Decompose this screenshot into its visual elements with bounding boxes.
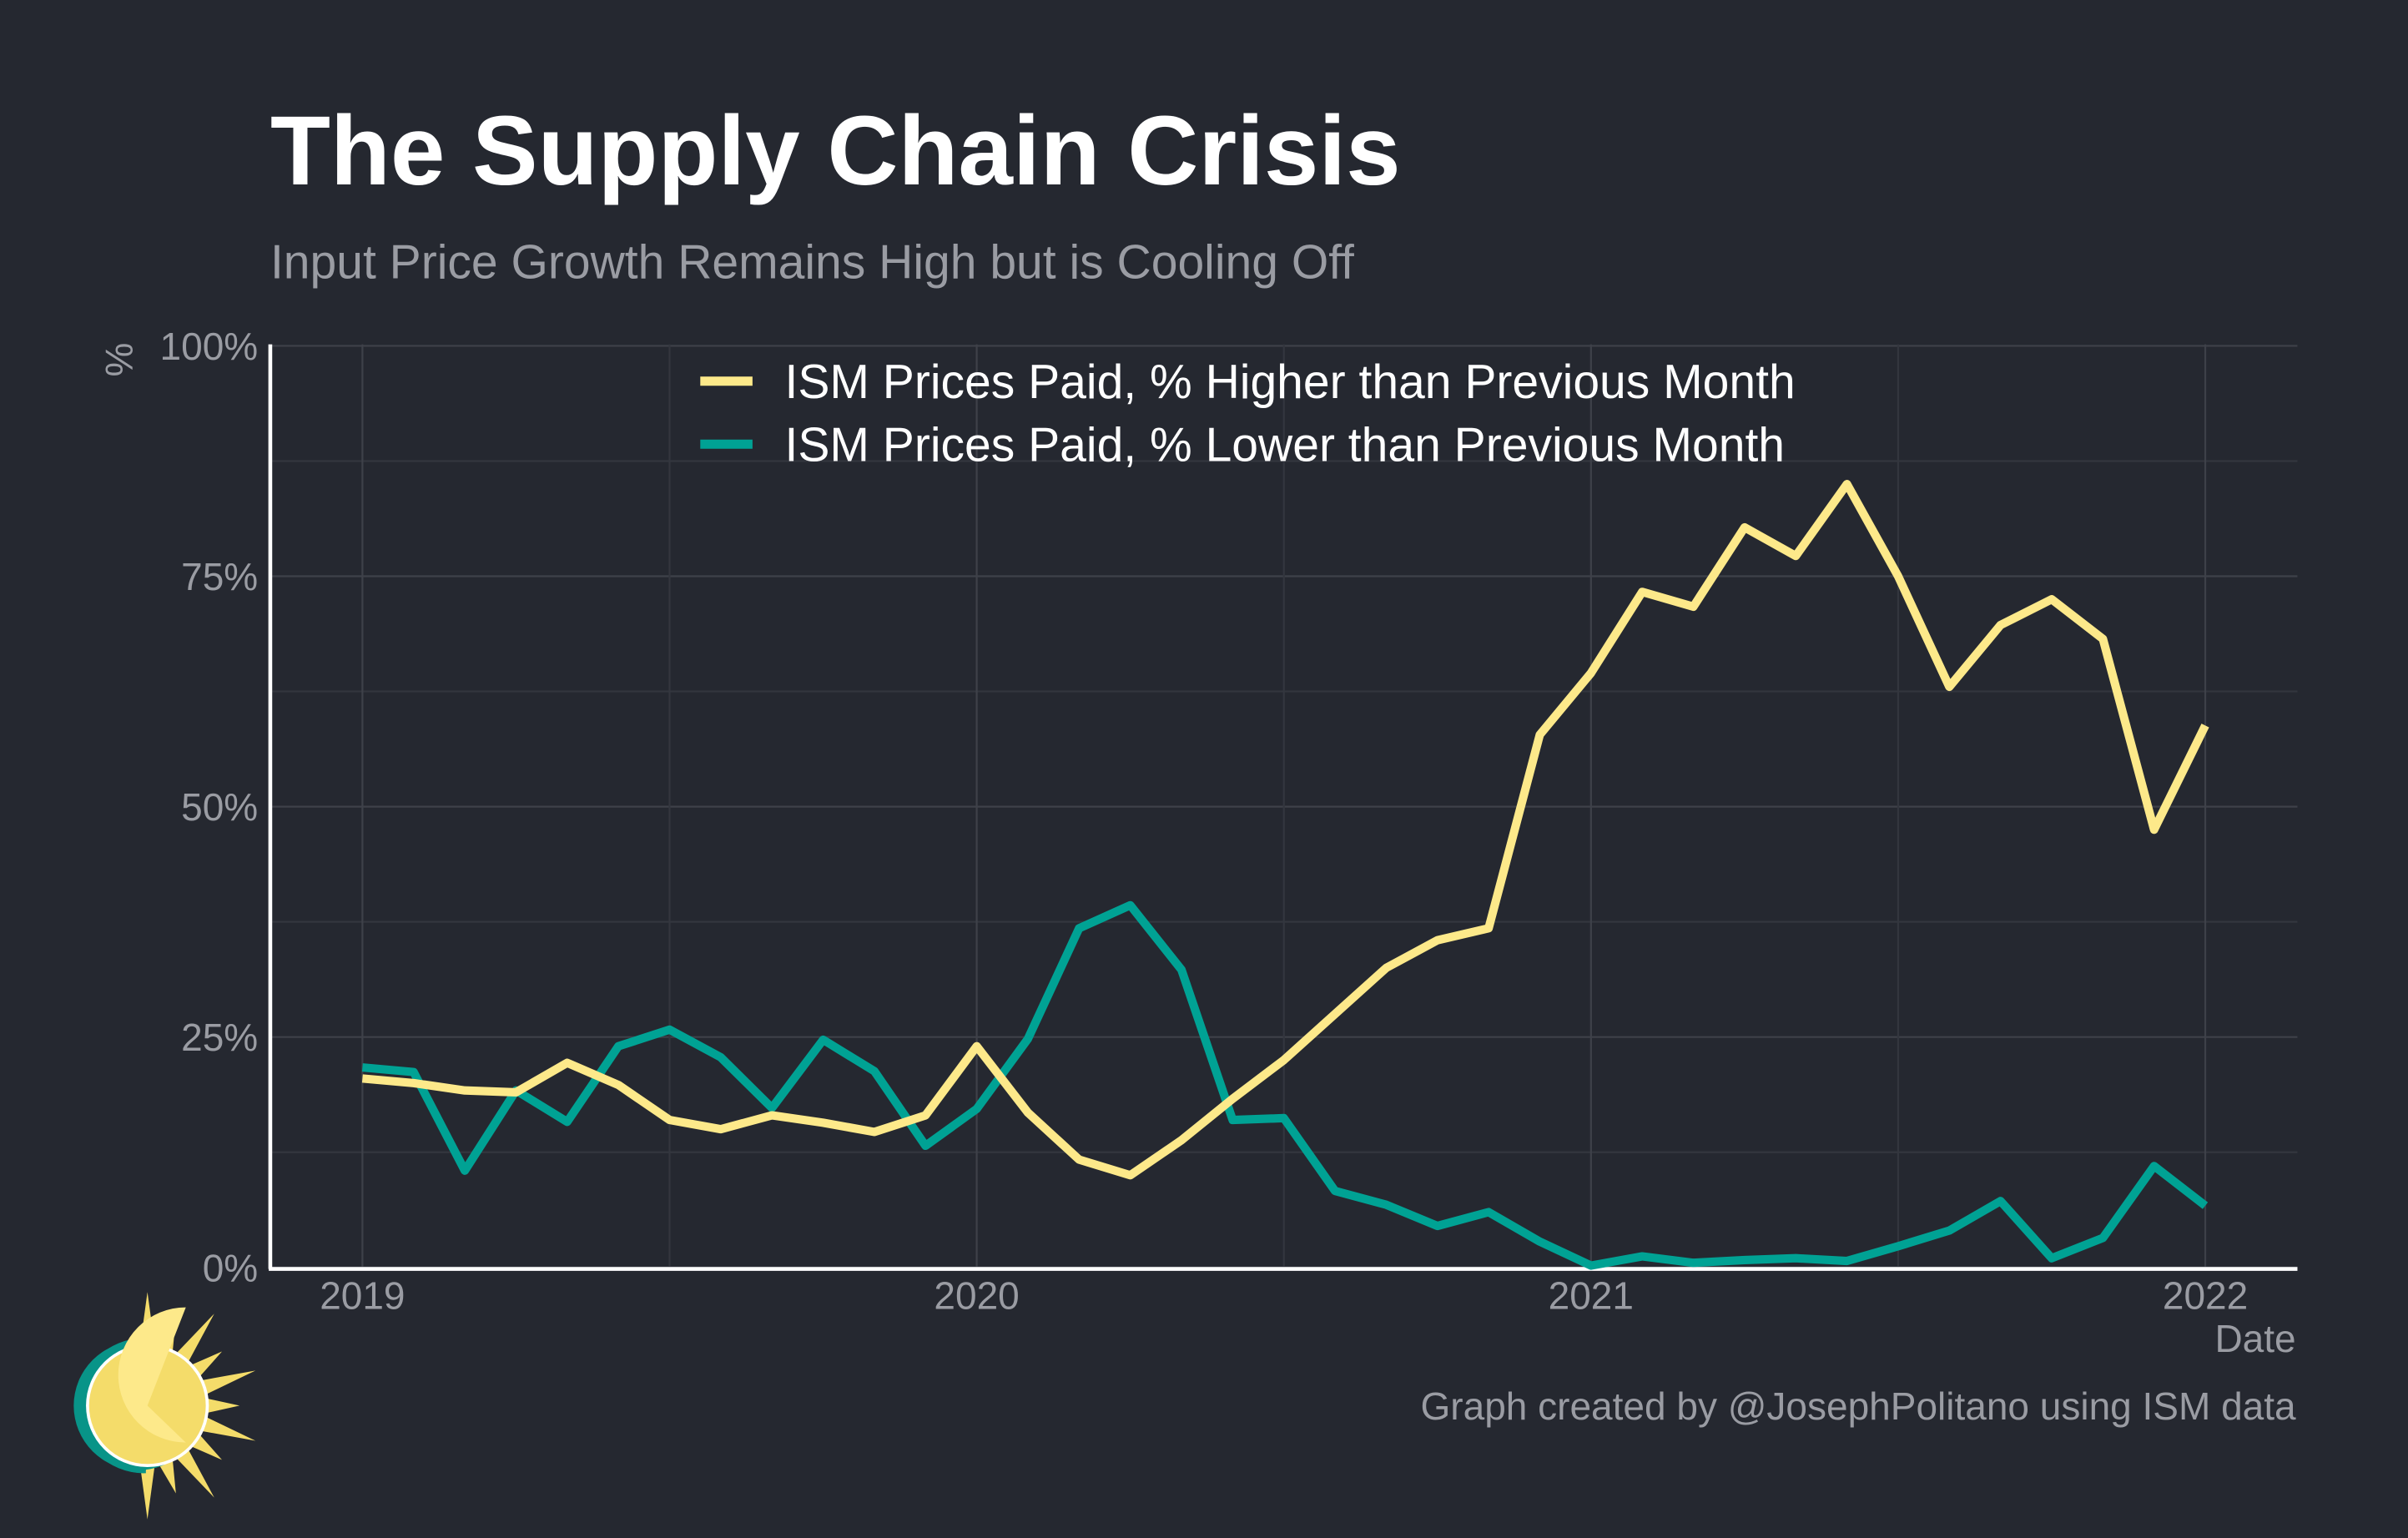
x-tick-label: 2019 (320, 1273, 405, 1317)
y-tick-label: 100% (160, 325, 259, 368)
series-line-higher (361, 480, 2209, 1180)
legend: ISM Prices Paid, % Higher than Previous … (700, 356, 1796, 471)
y-tick-label: 25% (181, 1016, 258, 1059)
sun-ray (175, 1448, 214, 1498)
y-tick-label: 50% (181, 785, 258, 829)
chart-title: The Supply Chain Crisis (270, 95, 1401, 205)
x-axis-label: Date (2214, 1317, 2295, 1360)
y-axis-label: % (97, 343, 140, 377)
y-tick-label: 0% (203, 1246, 258, 1289)
gridlines (270, 344, 2298, 1268)
sun-ray (175, 1314, 214, 1364)
series-lines (361, 480, 2209, 1270)
x-tick-label: 2021 (1549, 1273, 1634, 1317)
legend-label-lower: ISM Prices Paid, % Lower than Previous M… (785, 418, 1786, 471)
caption: Graph created by @JosephPolitano using I… (1421, 1384, 2297, 1428)
sun-ray (199, 1370, 256, 1395)
y-tick-label: 75% (181, 555, 258, 598)
sun-ray (199, 1416, 256, 1441)
sun-ray (158, 1458, 176, 1494)
series-line-lower (361, 900, 2209, 1270)
chart-subtitle: Input Price Growth Remains High but is C… (270, 235, 1354, 289)
x-tick-label: 2022 (2163, 1273, 2248, 1317)
legend-label-higher: ISM Prices Paid, % Higher than Previous … (785, 356, 1796, 409)
x-tick-label: 2020 (934, 1273, 1019, 1317)
sun-logo-icon (73, 1292, 256, 1520)
sun-ray (139, 1463, 155, 1520)
sun-ray (205, 1398, 240, 1414)
axis-ticks: 0% 25% 50% 75% 100% 2019 2020 2021 2022 (160, 325, 2249, 1317)
